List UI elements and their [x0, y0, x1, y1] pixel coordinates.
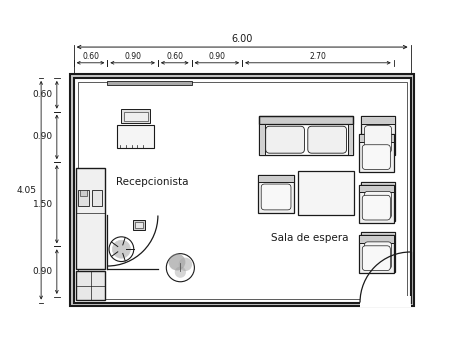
Circle shape [175, 267, 186, 278]
Bar [298, 170, 354, 216]
FancyBboxPatch shape [365, 192, 392, 218]
Bar [259, 124, 264, 155]
Bar [348, 124, 353, 155]
Text: 2.70: 2.70 [309, 52, 326, 61]
Bar [132, 220, 145, 229]
Text: 0.60: 0.60 [166, 52, 183, 61]
Bar [258, 174, 294, 213]
Text: 4.05: 4.05 [17, 186, 36, 195]
Text: Recepcionista: Recepcionista [116, 177, 189, 187]
Text: 0.60: 0.60 [82, 52, 99, 61]
Bar [117, 125, 154, 148]
Circle shape [113, 240, 131, 258]
Bar [74, 78, 411, 303]
Text: 0.90: 0.90 [208, 52, 225, 61]
Bar [360, 296, 411, 307]
Bar [359, 134, 394, 142]
Text: 0.60: 0.60 [33, 90, 53, 99]
Bar [361, 116, 395, 155]
FancyBboxPatch shape [365, 126, 392, 153]
Text: 1.50: 1.50 [33, 200, 53, 209]
Text: Sala de espera: Sala de espera [271, 233, 348, 243]
Bar [78, 190, 89, 206]
Bar [123, 112, 148, 121]
Bar [78, 82, 407, 299]
FancyBboxPatch shape [362, 195, 390, 220]
Bar [359, 235, 394, 273]
Text: 0.90: 0.90 [124, 52, 141, 61]
Bar [361, 232, 395, 240]
Text: 0.90: 0.90 [33, 132, 53, 141]
Bar [259, 116, 353, 124]
Circle shape [168, 254, 185, 271]
Bar [359, 185, 394, 223]
Bar [361, 232, 395, 272]
Bar [80, 190, 87, 196]
Bar [359, 235, 394, 243]
FancyBboxPatch shape [261, 184, 291, 210]
FancyBboxPatch shape [365, 242, 392, 269]
FancyBboxPatch shape [362, 145, 390, 169]
Bar [361, 182, 395, 190]
Bar [92, 190, 102, 206]
FancyBboxPatch shape [362, 246, 390, 271]
Bar [122, 109, 150, 123]
Bar [135, 222, 143, 228]
Bar [361, 182, 395, 221]
FancyBboxPatch shape [308, 126, 347, 153]
FancyBboxPatch shape [266, 126, 305, 153]
Bar [259, 116, 353, 155]
Bar [107, 81, 192, 85]
Bar [359, 185, 394, 193]
Text: 6.00: 6.00 [231, 34, 253, 44]
Bar [76, 271, 105, 300]
Bar [361, 116, 395, 124]
Text: 0.90: 0.90 [33, 267, 53, 276]
Circle shape [179, 258, 192, 271]
Bar [70, 74, 414, 306]
Bar [76, 168, 105, 269]
Bar [359, 134, 394, 172]
Bar [258, 174, 294, 182]
